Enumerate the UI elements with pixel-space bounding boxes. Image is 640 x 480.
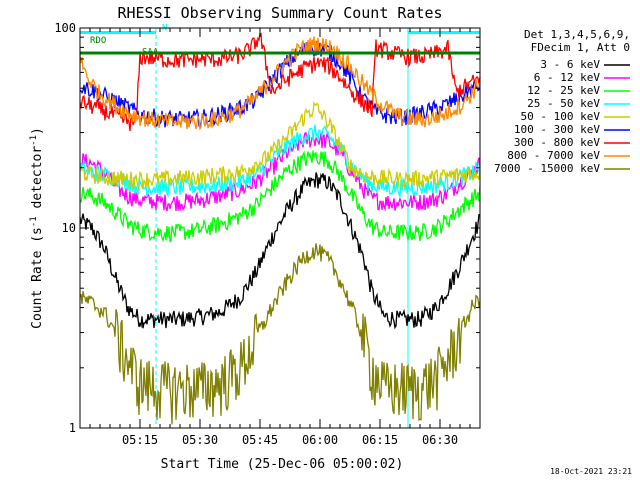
y-axis-label-superscript: -1: [29, 216, 39, 227]
y-axis-label-part: ): [30, 127, 45, 135]
y-axis-label: Count Rate (s-1 detector-1): [29, 127, 45, 329]
x-tick-label: 06:00: [302, 433, 338, 447]
legend-label: 7000 - 15000 keV: [494, 162, 600, 175]
y-tick-label: 1: [69, 421, 76, 435]
legend-label: 3 - 6 keV: [540, 58, 600, 71]
x-tick-label: 06:30: [422, 433, 458, 447]
legend-label: 12 - 25 keV: [527, 84, 600, 97]
series-trace: [79, 36, 481, 131]
series-300-800-kev: [79, 32, 481, 132]
chart-title: RHESSI Observing Summary Count Rates: [117, 4, 442, 22]
legend-label: 25 - 50 keV: [527, 97, 600, 110]
x-tick-label: 05:30: [182, 433, 218, 447]
legend: Det 1,3,4,5,6,9, FDecim 1, Att 0 3 - 6 k…: [494, 28, 630, 175]
legend-header-line: Det 1,3,4,5,6,9,: [524, 28, 630, 41]
legend-header-line: FDecim 1, Att 0: [531, 41, 630, 54]
series-12-25-kev: [79, 150, 481, 243]
series-trace: [79, 131, 481, 212]
series-trace: [79, 172, 480, 330]
axes: 1 10 100 05:15 05:30 05:45 06:00 06:15 06:30: [54, 21, 481, 447]
x-tick-label: 05:15: [122, 433, 158, 447]
annotation-label: SAA: [142, 48, 159, 58]
y-tick-label: 10: [62, 221, 76, 235]
series-trace: [79, 243, 481, 425]
series-trace: [79, 150, 481, 243]
y-tick-label: 100: [54, 21, 76, 35]
legend-label: 50 - 100 keV: [521, 110, 601, 123]
footer-timestamp: 18-Oct-2021 23:21: [550, 467, 632, 476]
series-7000-15000-kev: [79, 243, 481, 425]
series-trace: [79, 32, 481, 132]
x-axis-label: Start Time (25-Dec-06 05:00:02): [161, 457, 404, 472]
plot-background: [80, 28, 480, 428]
y-axis-label-superscript: -1: [29, 135, 39, 146]
legend-label: 6 - 12 keV: [534, 71, 601, 84]
annotation-label: RDO: [90, 36, 106, 46]
x-tick-label: 05:45: [242, 433, 278, 447]
y-axis-label-part: detector: [30, 146, 45, 217]
series-6-12-kev: [79, 131, 481, 212]
series-800-7000-kev: [79, 36, 481, 131]
x-tick-label: 06:15: [362, 433, 398, 447]
legend-label: 300 - 800 keV: [514, 136, 600, 149]
y-axis-label-part: Count Rate (s: [30, 227, 45, 329]
legend-label: 100 - 300 keV: [514, 123, 600, 136]
series-trace: [79, 100, 481, 191]
series-50-100-kev: [79, 100, 481, 191]
legend-label: 800 - 7000 keV: [507, 149, 600, 162]
series-3-6-kev: [79, 172, 480, 330]
